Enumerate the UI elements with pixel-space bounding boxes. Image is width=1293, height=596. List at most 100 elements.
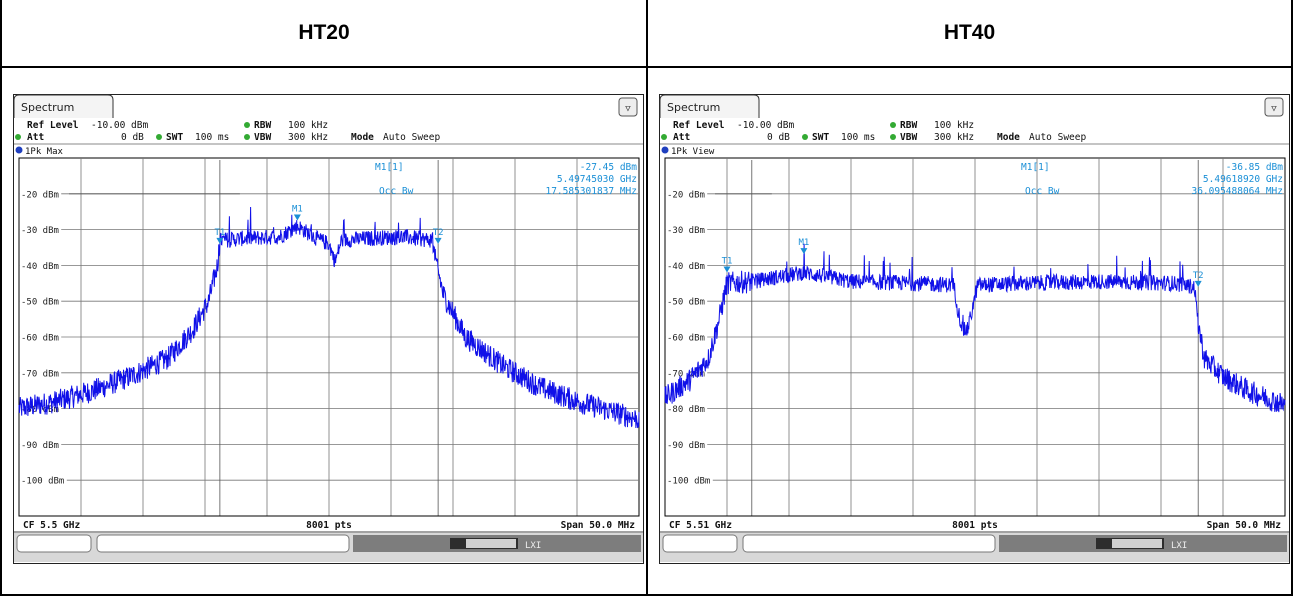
progress-bar-fill [466,539,516,548]
trace-label: 1Pk View [671,147,715,157]
spectrum-screen: Spectrum ▽ Ref Level -10.00 dBm RBW 100 kHz At… [659,94,1290,564]
occ-bw-value: 17.585301837 MHz [545,186,637,197]
y-tick-label: -50 dBm [21,298,59,308]
marker-t2-label: T2 [433,228,444,238]
marker-t1-label: T1 [722,257,733,267]
marker-m1-label: M1 [292,204,303,214]
y-tick-label-bg [20,438,62,450]
vbw-label: VBW [254,132,271,143]
status-field-2 [96,534,350,553]
marker-readout-level: -36.85 dBm [1226,162,1283,173]
vbw-value: 300 kHz [934,132,974,143]
trace-label: 1Pk Max [25,147,64,157]
y-tick-label: -30 dBm [21,226,59,236]
vbw-indicator-icon [244,134,250,140]
att-label: Att [27,132,44,143]
y-tick-label-bg [20,295,62,307]
y-tick-label: -40 dBm [21,262,59,272]
mode-label: Mode [997,132,1020,143]
marker-m1-icon [800,248,808,255]
occ-bw-label: Occ Bw [379,186,414,197]
occ-bw-value: 36.095488064 MHz [1191,186,1283,197]
y-tick-label-bg [666,187,708,199]
marker-t2-label: T2 [1193,271,1204,281]
trace-indicator-icon [661,146,669,154]
y-tick-label: -40 dBm [667,262,705,272]
vbw-value: 300 kHz [288,132,328,143]
marker-readout-title: M1[1] [375,162,404,173]
status-field-1 [662,534,738,553]
ref-level-value: -10.00 dBm [91,120,148,131]
settings-icon [618,97,638,117]
ref-level-label: Ref Level [673,120,725,131]
swt-label: SWT [166,132,183,143]
spectrum-tab-label: Spectrum [21,101,74,114]
y-tick-label: -60 dBm [21,334,59,344]
lxi-icon: LXI [1171,541,1187,551]
y-tick-label-bg [20,187,62,199]
att-label: Att [673,132,690,143]
marker-t2-icon [434,237,442,244]
y-tick-label: -90 dBm [667,441,705,451]
y-tick-label-bg [20,474,67,486]
swt-value: 100 ms [841,132,875,143]
y-tick-label: -80 dBm [667,405,705,415]
y-tick-label: -20 dBm [667,190,705,200]
y-tick-label: -90 dBm [21,441,59,451]
span-label: Span 50.0 MHz [1207,520,1282,531]
marker-t1-icon [216,237,224,244]
marker-t1-icon [723,266,731,273]
vbw-indicator-icon [890,134,896,140]
trace-indicator-icon [15,146,23,154]
y-tick-label-bg [666,259,708,271]
y-tick-label: -20 dBm [21,190,59,200]
status-field-2 [742,534,996,553]
marker-m1-label: M1 [798,238,809,248]
spectrum-analyzer-ht20: Spectrum ▽ Ref Level -10.00 dBm RBW 100 kHz At… [13,94,644,564]
rbw-value: 100 kHz [288,120,328,131]
settings-icon [1264,97,1284,117]
progress-bar-fill [1112,539,1162,548]
mode-label: Mode [351,132,374,143]
swt-indicator-icon [156,134,162,140]
y-tick-label-bg [666,295,708,307]
marker-readout-freq: 5.49618920 GHz [1203,174,1283,185]
ref-level-value: -10.00 dBm [737,120,794,131]
y-tick-label-bg [666,474,713,486]
y-tick-label: -100 dBm [21,477,64,487]
y-tick-label-bg [20,366,62,378]
spectrum-screen: Spectrum ▽ Ref Level -10.00 dBm RBW 100 kHz At… [13,94,644,564]
swt-label: SWT [812,132,829,143]
spectrum-trace [18,206,640,429]
marker-readout-title: M1[1] [1021,162,1050,173]
span-label: Span 50.0 MHz [561,520,636,531]
header-ht40: HT40 [646,0,1293,68]
att-indicator-icon [661,134,667,140]
mode-value: Auto Sweep [383,132,440,143]
y-tick-label-bg [666,402,708,414]
settings-icon-glyph: ▽ [1271,104,1277,114]
att-indicator-icon [15,134,21,140]
rbw-indicator-icon [890,122,896,128]
swt-indicator-icon [802,134,808,140]
spectrum-tab [659,94,760,118]
marker-t2-icon [1194,280,1202,287]
marker-readout-freq: 5.49745030 GHz [557,174,637,185]
rbw-value: 100 kHz [934,120,974,131]
marker-readout-level: -27.45 dBm [580,162,637,173]
cell-ht20: Spectrum ▽ Ref Level -10.00 dBm RBW 100 kHz At… [0,66,648,596]
cell-ht40: Spectrum ▽ Ref Level -10.00 dBm RBW 100 kHz At… [646,66,1293,596]
y-tick-label: -100 dBm [667,477,710,487]
y-tick-label: -70 dBm [667,369,705,379]
spectrum-tab [13,94,114,118]
rbw-label: RBW [254,120,271,131]
center-frequency-label: CF 5.51 GHz [669,520,732,531]
y-tick-label: -60 dBm [667,334,705,344]
occ-bw-label: Occ Bw [1025,186,1060,197]
y-tick-label: -30 dBm [667,226,705,236]
y-tick-label-bg [20,331,62,342]
swt-value: 100 ms [195,132,229,143]
lxi-icon: LXI [525,541,541,551]
y-tick-label-bg [666,366,708,378]
y-tick-label-bg [666,331,708,342]
